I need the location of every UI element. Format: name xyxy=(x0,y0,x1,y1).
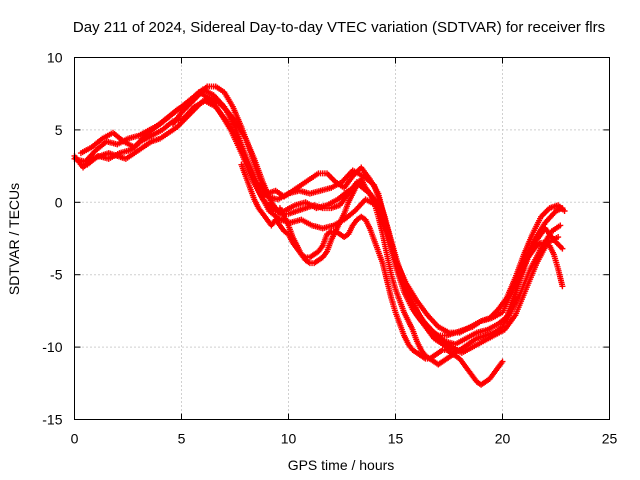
x-tick-label: 20 xyxy=(495,431,511,447)
ticks-layer: 0 5 10 15 20 25 -15 -10 -5 0 5 10 xyxy=(42,50,617,447)
plot-frame xyxy=(74,57,610,420)
y-tick-label: -15 xyxy=(42,412,62,428)
series-track-4 xyxy=(276,205,506,388)
y-tick-label: 5 xyxy=(55,122,63,138)
data-point xyxy=(559,283,566,290)
x-tick-label: 15 xyxy=(388,431,404,447)
series-track-1 xyxy=(71,86,566,336)
y-tick-label: 0 xyxy=(55,194,63,210)
x-tick-label: 25 xyxy=(602,431,618,447)
y-tick-label: -5 xyxy=(50,267,63,283)
chart-title: Day 211 of 2024, Sidereal Day-to-day VTE… xyxy=(73,19,605,36)
series-track-7 xyxy=(238,161,459,368)
series-track-6 xyxy=(169,83,568,339)
x-tick-label: 10 xyxy=(281,431,297,447)
data-point xyxy=(559,245,566,252)
data-point xyxy=(561,207,568,214)
x-tick-label: 5 xyxy=(178,431,186,447)
y-axis-label: SDTVAR / TECUs xyxy=(6,183,22,295)
x-tick-label: 0 xyxy=(71,431,79,447)
y-tick-label: -10 xyxy=(42,339,62,355)
data-point xyxy=(555,234,562,241)
series-track-2 xyxy=(77,89,564,348)
y-tick-label: 10 xyxy=(47,50,63,66)
data-point xyxy=(557,222,564,229)
x-axis-label: GPS time / hours xyxy=(288,457,395,473)
marks-layer xyxy=(71,83,568,388)
series-track-8 xyxy=(503,239,566,325)
data-point xyxy=(499,358,506,365)
data-point xyxy=(452,349,459,356)
